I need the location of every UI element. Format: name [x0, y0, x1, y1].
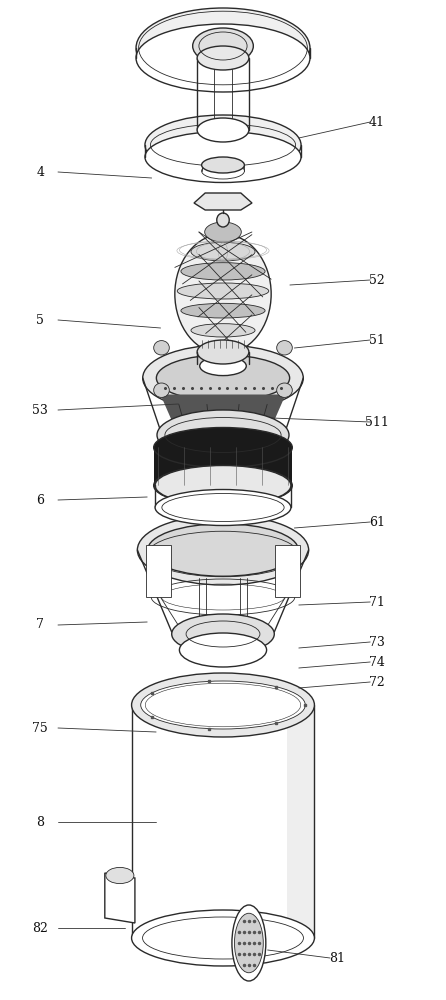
Polygon shape	[161, 394, 285, 432]
Ellipse shape	[154, 465, 292, 505]
Ellipse shape	[132, 910, 314, 966]
Ellipse shape	[205, 222, 241, 242]
Text: 51: 51	[369, 334, 385, 347]
Ellipse shape	[277, 341, 292, 355]
Text: 82: 82	[32, 922, 48, 934]
Text: 81: 81	[329, 952, 345, 964]
Ellipse shape	[235, 913, 263, 973]
Ellipse shape	[141, 681, 305, 729]
Ellipse shape	[148, 524, 298, 576]
Polygon shape	[154, 447, 292, 485]
Ellipse shape	[172, 614, 274, 654]
Ellipse shape	[205, 344, 241, 356]
Ellipse shape	[202, 157, 244, 173]
Ellipse shape	[136, 24, 310, 92]
Ellipse shape	[106, 867, 134, 884]
Ellipse shape	[277, 383, 292, 397]
Ellipse shape	[181, 303, 265, 318]
Ellipse shape	[169, 419, 277, 449]
Polygon shape	[105, 873, 135, 923]
Text: 4: 4	[36, 165, 44, 178]
Ellipse shape	[200, 356, 246, 376]
Polygon shape	[275, 545, 300, 597]
Ellipse shape	[175, 234, 271, 354]
Ellipse shape	[191, 242, 255, 261]
Ellipse shape	[132, 673, 314, 737]
Polygon shape	[287, 705, 314, 938]
Text: 71: 71	[369, 595, 385, 608]
Text: 8: 8	[36, 816, 44, 828]
Text: 73: 73	[369, 636, 385, 648]
Text: 72: 72	[369, 676, 385, 688]
Ellipse shape	[177, 283, 269, 299]
Ellipse shape	[154, 427, 292, 467]
Ellipse shape	[154, 383, 169, 397]
Polygon shape	[194, 193, 252, 210]
Ellipse shape	[155, 489, 291, 525]
Polygon shape	[146, 545, 171, 597]
Text: 52: 52	[369, 273, 385, 286]
Ellipse shape	[191, 324, 255, 337]
Text: 6: 6	[36, 493, 44, 506]
Ellipse shape	[143, 345, 303, 411]
Ellipse shape	[179, 633, 267, 667]
Ellipse shape	[154, 341, 169, 355]
Ellipse shape	[217, 213, 229, 227]
Ellipse shape	[145, 131, 301, 182]
Text: 511: 511	[365, 416, 389, 428]
Text: 7: 7	[36, 618, 44, 632]
Ellipse shape	[193, 28, 253, 64]
Ellipse shape	[157, 355, 289, 401]
Ellipse shape	[202, 163, 244, 179]
Ellipse shape	[137, 515, 309, 585]
Ellipse shape	[145, 115, 301, 175]
Ellipse shape	[157, 410, 289, 460]
Text: 5: 5	[36, 314, 44, 326]
Text: 53: 53	[32, 403, 48, 416]
Ellipse shape	[197, 118, 249, 142]
Text: 74: 74	[369, 656, 385, 668]
Circle shape	[232, 905, 266, 981]
Ellipse shape	[181, 263, 265, 280]
Ellipse shape	[136, 8, 310, 88]
Ellipse shape	[197, 46, 249, 70]
Ellipse shape	[197, 340, 249, 364]
Ellipse shape	[155, 465, 291, 505]
Text: 41: 41	[369, 115, 385, 128]
Text: 75: 75	[32, 722, 48, 734]
Text: 61: 61	[369, 516, 385, 528]
